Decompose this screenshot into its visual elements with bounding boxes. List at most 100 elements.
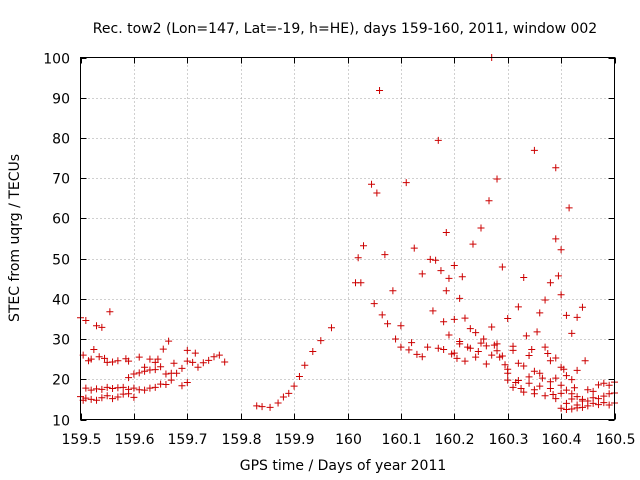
data-point — [600, 392, 608, 400]
data-point — [170, 359, 178, 367]
data-point — [98, 323, 106, 331]
data-point — [573, 393, 581, 401]
data-point — [482, 342, 490, 350]
data-point — [424, 343, 432, 351]
chart-title: Rec. tow2 (Lon=147, Lat=-19, h=HE), days… — [93, 21, 597, 37]
data-point — [552, 354, 560, 362]
data-point — [562, 372, 570, 380]
data-point — [488, 323, 496, 331]
data-point — [477, 339, 485, 347]
data-point — [93, 396, 101, 404]
data-point — [442, 228, 450, 236]
data-point — [514, 376, 522, 384]
data-point — [568, 405, 576, 413]
data-point — [482, 360, 490, 368]
data-point — [520, 362, 528, 370]
data-point — [410, 244, 418, 252]
data-point — [103, 383, 111, 391]
data-point — [461, 314, 469, 322]
data-point — [82, 394, 90, 402]
data-point — [472, 353, 480, 361]
y-tick-label: 70 — [52, 172, 70, 188]
data-point — [530, 367, 538, 375]
data-point — [90, 346, 98, 354]
x-tick-label: 160.1 — [381, 432, 421, 448]
data-point — [418, 270, 426, 278]
data-point — [568, 390, 576, 398]
data-point — [93, 322, 101, 330]
data-point — [584, 397, 592, 405]
data-point — [162, 370, 170, 378]
data-point — [384, 320, 392, 328]
data-point — [130, 370, 138, 378]
data-point — [485, 197, 493, 205]
data-point — [87, 386, 95, 394]
data-point — [178, 382, 186, 390]
data-point — [426, 255, 434, 263]
data-point — [389, 287, 397, 295]
data-point — [600, 399, 608, 407]
data-point — [573, 313, 581, 321]
data-point — [594, 381, 602, 389]
data-point — [517, 385, 525, 393]
data-point — [82, 317, 90, 325]
data-point — [525, 379, 533, 387]
data-point — [525, 373, 533, 381]
y-tick-label: 20 — [52, 373, 70, 389]
data-point — [119, 383, 127, 391]
data-point — [504, 365, 512, 373]
x-tick-label: 159.7 — [167, 432, 207, 448]
data-point — [488, 351, 496, 359]
data-point — [581, 357, 589, 365]
data-point — [509, 383, 517, 391]
data-point — [317, 337, 325, 345]
data-point — [565, 204, 573, 212]
data-point — [594, 395, 602, 403]
data-point — [165, 337, 173, 345]
y-tick-label: 10 — [52, 414, 70, 430]
data-point — [154, 355, 162, 363]
data-point — [413, 350, 421, 358]
data-point — [167, 376, 175, 384]
data-point — [541, 392, 549, 400]
data-point — [474, 348, 482, 356]
data-point — [514, 359, 522, 367]
data-point — [376, 86, 384, 94]
y-tick-label: 30 — [52, 333, 70, 349]
data-point — [130, 384, 138, 392]
data-point — [178, 364, 186, 372]
data-point — [445, 274, 453, 282]
x-tick-label: 159.8 — [221, 432, 261, 448]
x-tick-label: 160.5 — [595, 432, 635, 448]
data-point — [437, 267, 445, 275]
data-point — [295, 372, 303, 380]
data-point — [578, 303, 586, 311]
data-point — [530, 146, 538, 154]
data-point — [498, 352, 506, 360]
y-tick-label: 50 — [52, 253, 70, 269]
y-tick-label: 80 — [52, 132, 70, 148]
data-point — [573, 366, 581, 374]
data-point — [498, 263, 506, 271]
data-point — [456, 340, 464, 348]
data-point — [453, 354, 461, 362]
data-point — [600, 379, 608, 387]
data-point — [434, 136, 442, 144]
y-axis-tick-labels: 10 20 30 40 50 60 70 80 90 100 — [43, 52, 70, 430]
data-point — [301, 361, 309, 369]
data-point — [480, 335, 488, 343]
data-point — [589, 394, 597, 402]
data-point — [157, 363, 165, 371]
data-point — [183, 357, 191, 365]
data-point — [549, 391, 557, 399]
data-point — [360, 242, 368, 250]
data-point — [199, 359, 207, 367]
data-point — [552, 235, 560, 243]
data-point — [215, 351, 223, 359]
data-point — [114, 357, 122, 365]
data-point — [552, 164, 560, 172]
data-point — [533, 328, 541, 336]
data-point — [536, 369, 544, 377]
data-point — [456, 294, 464, 302]
